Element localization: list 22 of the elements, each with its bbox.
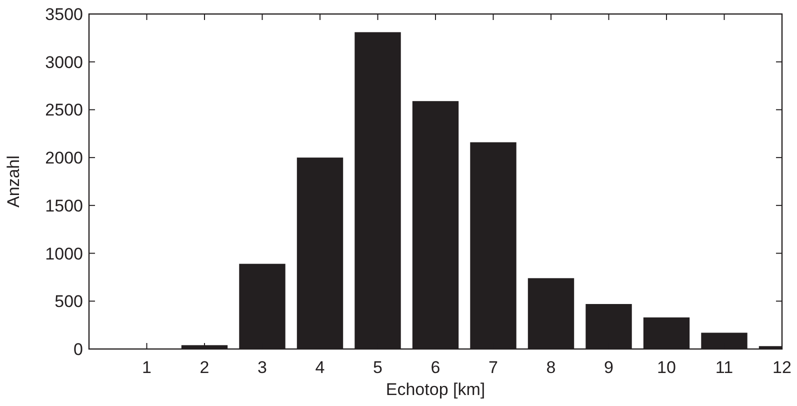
x-tick-label: 9: [604, 358, 614, 377]
y-tick-label: 3500: [45, 5, 83, 24]
x-tick-label: 10: [657, 358, 676, 377]
x-tick-label: 1: [142, 358, 152, 377]
x-tick-label: 2: [200, 358, 210, 377]
x-tick-label: 12: [772, 358, 792, 377]
y-tick-label: 2500: [45, 100, 83, 120]
x-tick-label: 7: [488, 358, 498, 377]
y-tick-label: 0: [74, 340, 83, 359]
x-tick-label: 8: [546, 358, 556, 377]
y-tick-label: 1500: [45, 196, 83, 216]
y-axis-title: Anzahl: [4, 156, 23, 208]
y-tick-label: 3000: [45, 52, 83, 72]
x-tick-label: 4: [315, 358, 325, 377]
x-tick-label: 11: [715, 358, 734, 377]
y-tick-label: 2000: [45, 148, 83, 168]
x-tick-label: 6: [430, 358, 440, 377]
x-axis-title: Echotop [km]: [386, 380, 486, 399]
y-tick-label: 500: [54, 292, 83, 312]
x-tick-label: 3: [258, 358, 267, 377]
x-tick-label: 5: [373, 358, 382, 377]
y-tick-label: 1000: [45, 244, 83, 264]
